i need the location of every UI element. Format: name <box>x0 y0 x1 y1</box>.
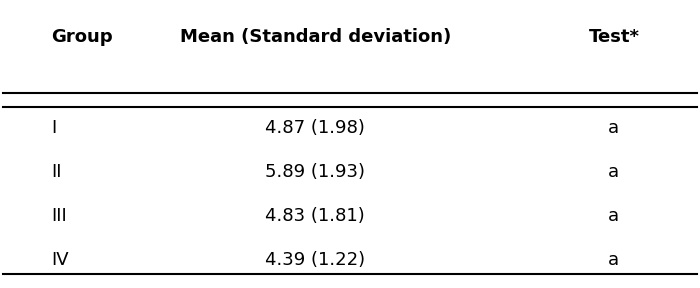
Text: III: III <box>51 207 67 225</box>
Text: a: a <box>608 163 620 181</box>
Text: 4.87 (1.98): 4.87 (1.98) <box>265 120 365 137</box>
Text: 4.83 (1.81): 4.83 (1.81) <box>265 207 365 225</box>
Text: a: a <box>608 120 620 137</box>
Text: Group: Group <box>51 28 113 46</box>
Text: 5.89 (1.93): 5.89 (1.93) <box>265 163 365 181</box>
Text: II: II <box>51 163 62 181</box>
Text: Mean (Standard deviation): Mean (Standard deviation) <box>180 28 451 46</box>
Text: a: a <box>608 251 620 269</box>
Text: I: I <box>51 120 57 137</box>
Text: Test*: Test* <box>589 28 639 46</box>
Text: a: a <box>608 207 620 225</box>
Text: 4.39 (1.22): 4.39 (1.22) <box>265 251 365 269</box>
Text: IV: IV <box>51 251 69 269</box>
